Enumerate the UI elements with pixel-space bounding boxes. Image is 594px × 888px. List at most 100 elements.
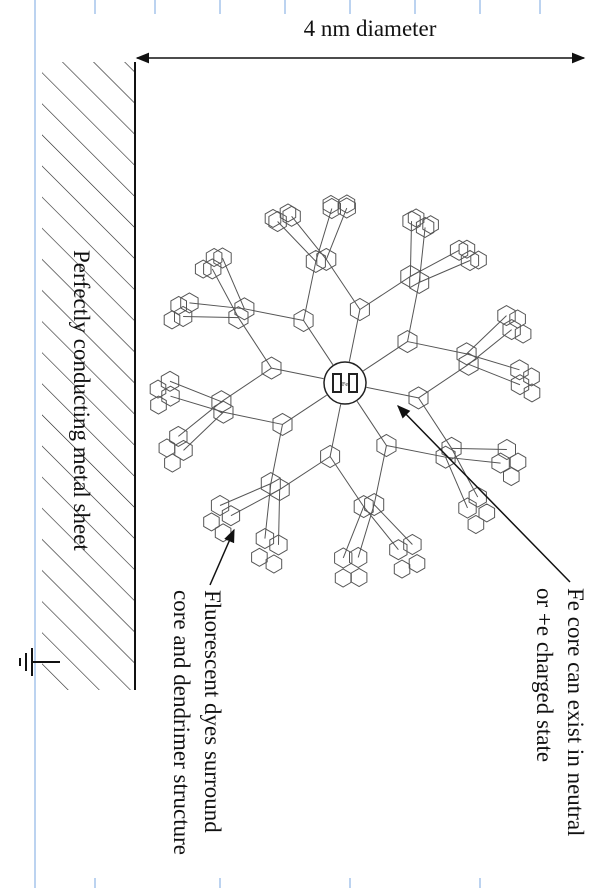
core-annotation: Fe core can exist in neutral	[563, 588, 588, 836]
ring	[160, 370, 180, 392]
ring	[460, 249, 480, 272]
bond	[366, 386, 419, 399]
ring	[279, 203, 297, 223]
ring	[449, 239, 469, 261]
ring	[470, 250, 487, 270]
bond	[219, 483, 272, 506]
bond	[279, 456, 331, 490]
bond	[359, 276, 411, 310]
ring	[268, 210, 287, 233]
core-annotation: or +e charged state	[532, 588, 557, 762]
ring	[510, 359, 529, 381]
ring	[409, 270, 430, 294]
ring	[478, 503, 496, 523]
bond	[407, 282, 420, 342]
ring	[510, 374, 530, 396]
bond	[356, 401, 387, 446]
ring	[228, 306, 249, 330]
dye-arrow	[209, 528, 235, 586]
ring	[163, 310, 181, 330]
ring	[150, 395, 167, 415]
ring	[272, 412, 293, 436]
ring	[221, 505, 241, 527]
ring	[205, 247, 223, 268]
bond	[183, 411, 224, 451]
ruler	[34, 0, 541, 888]
ring	[467, 514, 485, 535]
bond	[277, 489, 281, 545]
dye-annotation: Fluorescent dyes surround	[200, 590, 225, 833]
bond	[373, 445, 387, 505]
ring	[213, 400, 234, 424]
ring	[161, 385, 180, 407]
bond	[418, 363, 469, 399]
ring	[376, 433, 397, 458]
ring	[350, 567, 368, 588]
ring	[458, 497, 477, 519]
ring	[523, 367, 540, 387]
ring	[320, 444, 341, 469]
ring	[337, 197, 356, 219]
ring	[497, 305, 516, 327]
ring	[403, 533, 422, 556]
bond	[409, 221, 413, 277]
ring	[149, 379, 167, 399]
ring	[393, 559, 411, 579]
bond	[178, 401, 222, 437]
ring	[203, 258, 222, 280]
core-arrow	[397, 405, 571, 583]
ring	[316, 247, 337, 271]
ground-symbol	[19, 648, 60, 676]
core	[323, 361, 367, 405]
bond	[373, 504, 413, 545]
ring	[349, 546, 368, 569]
ring	[282, 205, 301, 227]
ring	[458, 239, 476, 259]
bond	[348, 309, 361, 362]
ring	[408, 386, 429, 410]
bond	[303, 261, 317, 321]
ring	[234, 297, 255, 321]
ring	[269, 534, 288, 556]
ring	[458, 352, 479, 376]
ring	[523, 383, 541, 403]
sheet-label: Perfectly conducting metal sheet	[69, 250, 94, 551]
bond	[271, 367, 324, 380]
ring	[251, 547, 268, 567]
bond	[282, 394, 327, 425]
ring	[422, 215, 439, 235]
ring	[389, 539, 408, 561]
metal-sheet	[42, 62, 135, 690]
ring	[264, 208, 282, 228]
bond	[303, 320, 334, 365]
bond	[445, 456, 468, 509]
bond	[468, 329, 512, 365]
ring	[164, 453, 181, 473]
bond	[451, 447, 507, 451]
ring	[334, 568, 352, 588]
ring	[211, 390, 232, 414]
bond	[222, 257, 245, 310]
bond	[418, 260, 471, 283]
ring	[293, 308, 314, 333]
core-ring	[332, 373, 342, 393]
bond	[270, 424, 283, 484]
ring	[509, 309, 526, 329]
bond	[277, 221, 317, 262]
core-label: Fe	[342, 382, 348, 388]
ring	[170, 295, 187, 315]
ring	[210, 494, 230, 517]
bond	[211, 268, 239, 318]
ring	[468, 486, 487, 508]
bond	[329, 404, 342, 457]
ring	[334, 547, 353, 569]
ring	[497, 438, 516, 461]
ring	[353, 495, 374, 519]
bond	[466, 315, 507, 355]
ring	[491, 452, 510, 474]
dimension-label: 4 nm diameter	[304, 16, 437, 41]
bond	[238, 317, 272, 369]
ring	[349, 297, 370, 322]
bond	[466, 353, 520, 371]
